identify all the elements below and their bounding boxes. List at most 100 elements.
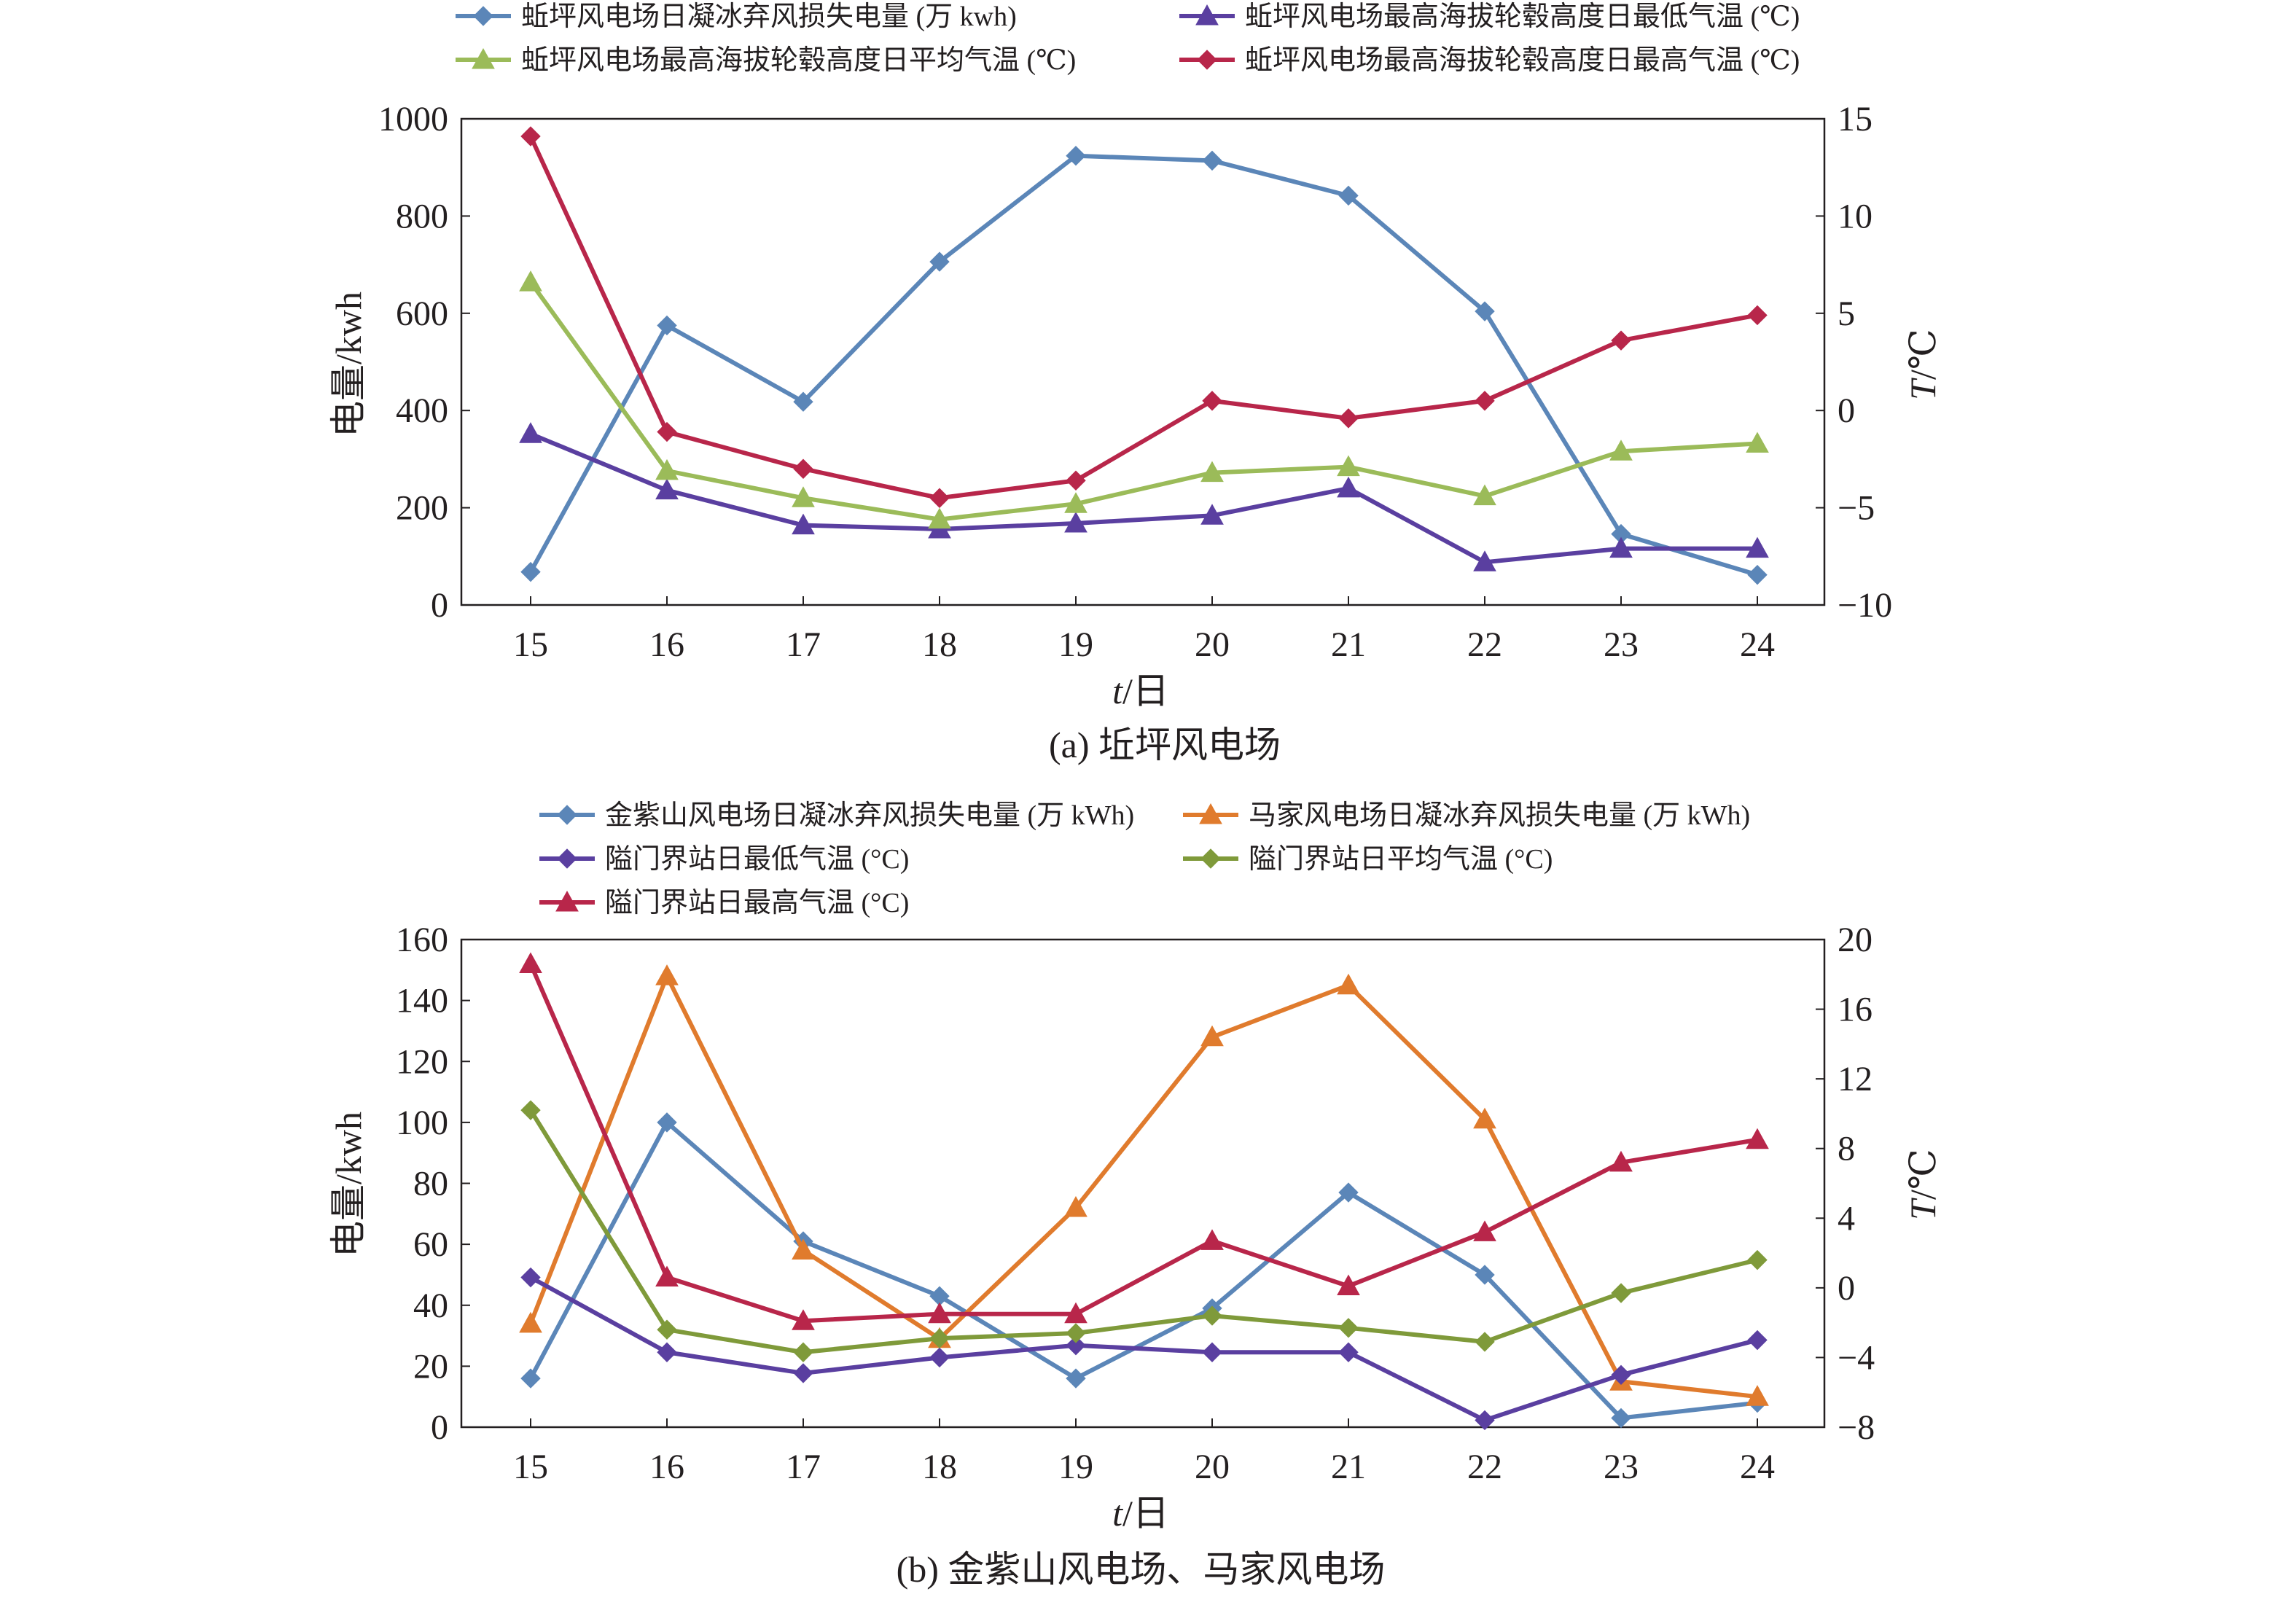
panel-a-chart: 0 200 400 600 800 1000 −10 −5 0 5 10 15 15 16 17 18 19 20… — [328, 1, 1943, 711]
panel-a-series-3-point — [1200, 461, 1224, 483]
panel-b-series-3-point — [929, 1347, 950, 1368]
panel-b-series-1-point — [1338, 1182, 1359, 1203]
panel-a-ytick-right-label: 10 — [1838, 197, 1873, 235]
panel-a-series-1-point — [1202, 150, 1222, 171]
panel-a-legend-item-2: 蚯坪风电场最高海拔轮毂高度日最低气温 (℃) — [1179, 1, 1800, 32]
panel-b-series-5-point — [792, 1309, 815, 1330]
panel-a-legend-item-1: 蚯坪风电场日凝冰弃风损失电量 (万 kwh) — [456, 1, 1017, 32]
panel-b-ytick-left-label: 80 — [413, 1165, 448, 1203]
panel-a-legend-swatch-marker — [473, 6, 493, 26]
panel-b-series-2-point — [655, 964, 679, 985]
panel-b-series-5-point — [1064, 1302, 1088, 1324]
panel-b-series-1-point — [1066, 1368, 1086, 1389]
panel-b-series-1-point — [1475, 1265, 1495, 1285]
panel-b-y-axis-right-label: T/℃ — [1902, 1149, 1943, 1220]
panel-b-ytick-left-label: 60 — [413, 1225, 448, 1264]
panel-b-ytick-right-label: −4 — [1838, 1338, 1875, 1377]
panel-a-series-4-point — [793, 458, 813, 479]
panel-a-ytick-left-label: 200 — [396, 489, 448, 528]
panel-a-series-2-point — [1337, 476, 1360, 498]
panel-a-series-2-point — [1609, 536, 1633, 558]
panel-b-legend-item-4: 隘门界站日平均气温 (°C) — [1183, 844, 1553, 875]
panel-a-series-4-point — [1611, 330, 1631, 351]
panel-b-series-5-point — [1473, 1220, 1496, 1241]
panel-a-xtick-label: 22 — [1467, 625, 1502, 664]
panel-a-series-4-point — [1338, 408, 1359, 429]
panel-a-ytick-right-label: −10 — [1838, 586, 1892, 625]
panel-a-xtick-label: 19 — [1058, 625, 1093, 664]
panel-b-series-4-point — [1611, 1283, 1631, 1303]
panel-b-legend-swatch-marker — [557, 848, 577, 869]
panel-b-xtick-label: 24 — [1740, 1448, 1775, 1486]
panel-a-ytick-right-label: 5 — [1838, 294, 1855, 333]
panel-b-series-2-point — [792, 1238, 815, 1260]
panel-a-xtick-label: 18 — [922, 625, 957, 664]
panel-a-series-4-point — [929, 488, 950, 508]
panel-a-series-4-point — [1475, 391, 1495, 411]
panel-a-series-4-point — [657, 421, 677, 442]
panel-a-xtick-label: 20 — [1195, 625, 1230, 664]
panel-a-xtick-label: 15 — [513, 625, 548, 664]
panel-b-series-3 — [520, 1267, 1768, 1431]
panel-a-series-2-point — [792, 513, 815, 535]
panel-a-series-3-point — [1746, 432, 1769, 453]
panel-b-series-2 — [519, 964, 1769, 1406]
panel-b-series-1-point — [1611, 1407, 1631, 1429]
panel-b-xtick-label: 18 — [922, 1448, 957, 1486]
panel-a-series-2 — [519, 422, 1769, 571]
panel-b-series-3-point — [1338, 1342, 1359, 1362]
panel-b-series-4-point — [1338, 1318, 1359, 1338]
panel-a-series-4-point — [1066, 470, 1086, 491]
panel-a-series-3-line — [528, 280, 1760, 522]
panel-a-series-2-point — [655, 478, 679, 500]
panel-b-series-5-point — [928, 1302, 951, 1324]
panel-b-xtick-label: 17 — [786, 1448, 821, 1486]
panel-a-series-3-point — [655, 458, 679, 480]
panel-b-series-3-line — [528, 1275, 1760, 1423]
panel-a-ytick-left-label: 1000 — [378, 100, 448, 138]
panel-a-legend-label: 蚯坪风电场最高海拔轮毂高度日最高气温 (℃) — [1245, 45, 1800, 76]
panel-a-xtick-label: 21 — [1331, 625, 1366, 664]
panel-b-series-2-line — [528, 974, 1760, 1399]
panel-b-series-3-point — [1202, 1342, 1222, 1362]
panel-b-series-2-point — [519, 1311, 542, 1333]
panel-b-series-5 — [519, 952, 1769, 1330]
panel-a-series-3 — [519, 270, 1769, 529]
panel-a-series-4-point — [1202, 391, 1222, 411]
panel-b-series-3-point — [657, 1342, 677, 1362]
panel-b-xtick-label: 23 — [1604, 1448, 1639, 1486]
panel-a-series-3-point — [519, 270, 542, 292]
panel-b-legend-label: 马家风电场日凝冰弃风损失电量 (万 kWh) — [1249, 800, 1750, 831]
panel-b-series-2-point — [1337, 973, 1360, 995]
panel-b-series-4-line — [528, 1108, 1760, 1355]
panel-a-caption: (a) 坵坪风电场 — [1049, 725, 1281, 765]
panel-a-legend-swatch-marker — [1197, 50, 1217, 70]
panel-a-series-2-point — [519, 422, 542, 443]
panel-a-series-3-point — [1473, 484, 1496, 506]
panel-b-series-2-point — [1746, 1385, 1769, 1406]
panel-b-series-2-point — [1473, 1107, 1496, 1129]
panel-b-legend-swatch-marker — [1200, 848, 1221, 869]
panel-a-series-1-point — [520, 561, 541, 582]
panel-a-y-axis-right-label: T/℃ — [1902, 329, 1943, 400]
panel-a-ytick-left-label: 600 — [396, 294, 448, 333]
panel-b-series-4-point — [520, 1100, 541, 1120]
panel-a-series-1-point — [1747, 564, 1768, 585]
panel-a-plot-frame — [460, 117, 1826, 606]
panel-a-series-4-point — [520, 126, 541, 147]
panel-a-series-2-point — [1473, 550, 1496, 571]
panel-a-legend-item-4: 蚯坪风电场最高海拔轮毂高度日最高气温 (℃) — [1179, 45, 1800, 76]
panel-b-series-5-point — [1337, 1274, 1360, 1295]
panel-b-legend-item-1: 金紫山风电场日凝冰弃风损失电量 (万 kWh) — [539, 800, 1134, 831]
panel-a-series-1-point — [1338, 185, 1359, 206]
panel-a-ytick-left-label: 0 — [431, 586, 448, 625]
panel-a-xtick-label: 16 — [649, 625, 684, 664]
panel-b-legend-item-3: 隘门界站日最低气温 (°C) — [539, 844, 909, 875]
panel-b-series-4-point — [1202, 1305, 1222, 1326]
panel-b-series-1-line — [528, 1120, 1760, 1421]
panel-a-ytick-left-label: 400 — [396, 391, 448, 430]
panel-a-xtick-label: 23 — [1604, 625, 1639, 664]
panel-b-ytick-left-label: 120 — [396, 1042, 448, 1081]
panel-a-series-1-point — [929, 251, 950, 272]
